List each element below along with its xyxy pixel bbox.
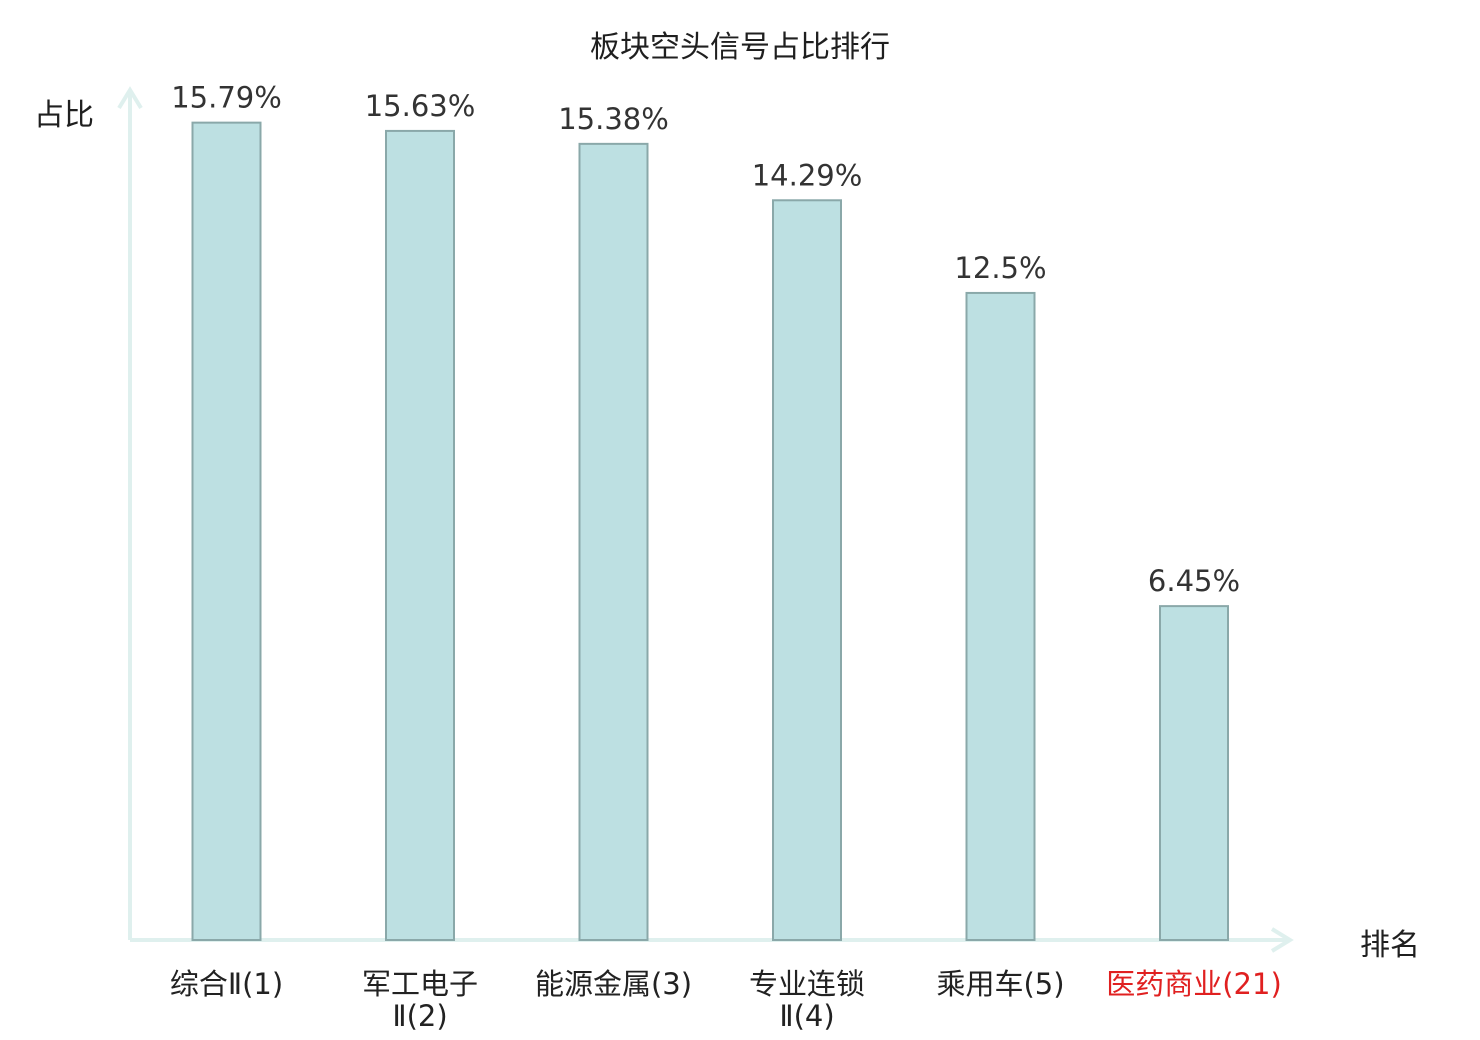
category-label-line: Ⅱ(4)	[779, 999, 834, 1033]
chart-title: 板块空头信号占比排行	[590, 30, 890, 65]
bar-1	[385, 129, 455, 941]
bar-2	[578, 142, 649, 941]
y-axis-arrow	[117, 86, 143, 110]
value-label-1: 15.63%	[365, 89, 476, 123]
category-labels: 综合Ⅱ(1) 军工电子 Ⅱ(2) 能源金属(3) 专业连锁 Ⅱ(4) 乘用车(5) 医药商业(…	[170, 967, 1282, 1033]
bar-4	[965, 291, 1036, 941]
category-label-1: 军工电子 Ⅱ(2)	[362, 967, 478, 1033]
value-label-2: 15.38%	[558, 102, 669, 136]
x-axis-arrow	[1270, 927, 1294, 953]
bar-5	[1159, 605, 1229, 942]
category-label-line: 乘用车(5)	[936, 967, 1064, 1001]
category-label-line: Ⅱ(2)	[392, 999, 447, 1033]
category-label-2: 能源金属(3)	[535, 967, 692, 1001]
category-label-line: 专业连锁	[749, 967, 865, 1001]
category-label-line: 军工电子	[362, 967, 478, 1001]
x-axis-label: 排名	[1360, 928, 1420, 963]
value-label-0: 15.79%	[171, 81, 282, 115]
category-label-line: 医药商业(21)	[1106, 967, 1282, 1001]
category-label-4: 乘用车(5)	[936, 967, 1064, 1001]
y-axis-label: 占比	[34, 98, 94, 133]
value-labels: 15.79% 15.63% 15.38% 14.29% 12.5% 6.45%	[171, 81, 1240, 598]
value-label-5: 6.45%	[1148, 564, 1240, 598]
category-label-5: 医药商业(21)	[1106, 967, 1282, 1001]
category-label-3: 专业连锁 Ⅱ(4)	[749, 967, 865, 1033]
bars	[191, 121, 1229, 942]
category-label-line: 综合Ⅱ(1)	[170, 967, 283, 1001]
axes	[117, 86, 1294, 953]
value-label-3: 14.29%	[752, 158, 863, 192]
category-label-line: 能源金属(3)	[535, 967, 692, 1001]
value-label-4: 12.5%	[954, 251, 1046, 285]
category-label-0: 综合Ⅱ(1)	[170, 967, 283, 1001]
bar-3	[772, 199, 842, 941]
bar-0	[191, 121, 262, 941]
